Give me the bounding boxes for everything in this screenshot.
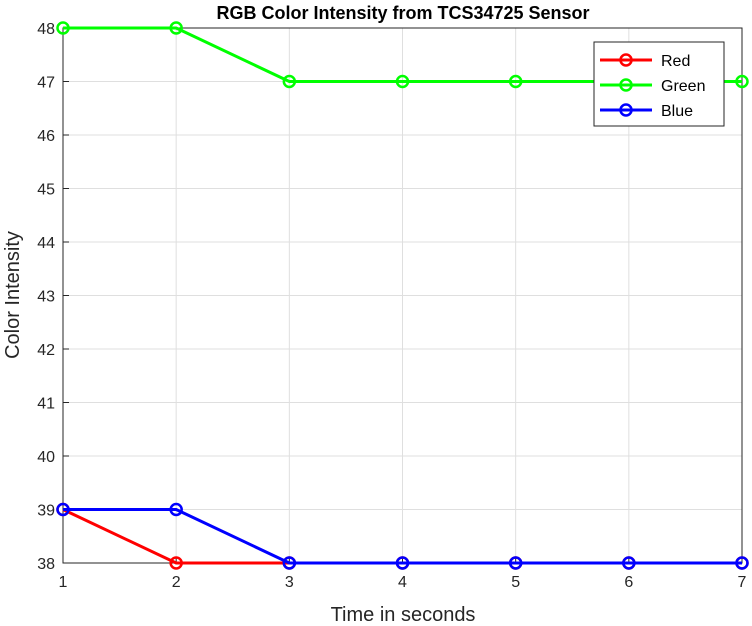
- data-point-red: [169, 556, 183, 570]
- data-point-green: [735, 74, 749, 89]
- chart-title: RGB Color Intensity from TCS34725 Sensor: [216, 3, 589, 23]
- legend-swatch-marker: [619, 103, 633, 117]
- data-point-green: [395, 74, 410, 89]
- legend-label: Blue: [661, 103, 693, 120]
- y-tick-label: 42: [37, 342, 55, 359]
- data-point-green: [169, 21, 183, 35]
- y-tick-label: 38: [37, 556, 55, 573]
- x-tick-label: 2: [172, 574, 181, 591]
- data-point-green: [508, 74, 523, 89]
- y-tick-label: 47: [37, 75, 55, 92]
- data-point-blue: [282, 556, 297, 570]
- data-point-blue: [395, 556, 410, 570]
- data-point-blue: [56, 502, 70, 517]
- data-point-blue: [735, 556, 749, 570]
- data-point-green: [56, 21, 70, 35]
- legend-swatch-marker: [619, 78, 633, 92]
- x-tick-label: 4: [398, 574, 407, 591]
- data-point-green: [282, 74, 297, 89]
- x-tick-label: 1: [59, 574, 68, 591]
- data-point-blue: [508, 556, 523, 570]
- x-axis-label: Time in seconds: [331, 604, 476, 626]
- data-point-blue: [169, 502, 183, 517]
- series-blue: [56, 502, 749, 570]
- y-axis-label: Color Intensity: [2, 231, 24, 359]
- y-tick-label: 40: [37, 449, 55, 466]
- y-tick-label: 39: [37, 503, 55, 520]
- x-tick-label: 3: [285, 574, 294, 591]
- y-tick-label: 46: [37, 128, 55, 145]
- x-tick-label: 5: [511, 574, 520, 591]
- y-tick-label: 43: [37, 289, 55, 306]
- legend: Red Green Blue: [593, 41, 725, 127]
- legend-label: Green: [661, 78, 705, 95]
- legend-label: Red: [661, 53, 690, 70]
- y-tick-label: 44: [37, 235, 55, 252]
- legend-swatch-marker: [619, 53, 633, 67]
- y-tick-label: 48: [37, 21, 55, 38]
- x-tick-label: 7: [738, 574, 747, 591]
- y-tick-label: 41: [37, 396, 55, 413]
- x-tick-label: 6: [624, 574, 633, 591]
- y-tick-label: 45: [37, 182, 55, 199]
- series-line-blue: [63, 508, 742, 565]
- data-point-blue: [622, 556, 636, 570]
